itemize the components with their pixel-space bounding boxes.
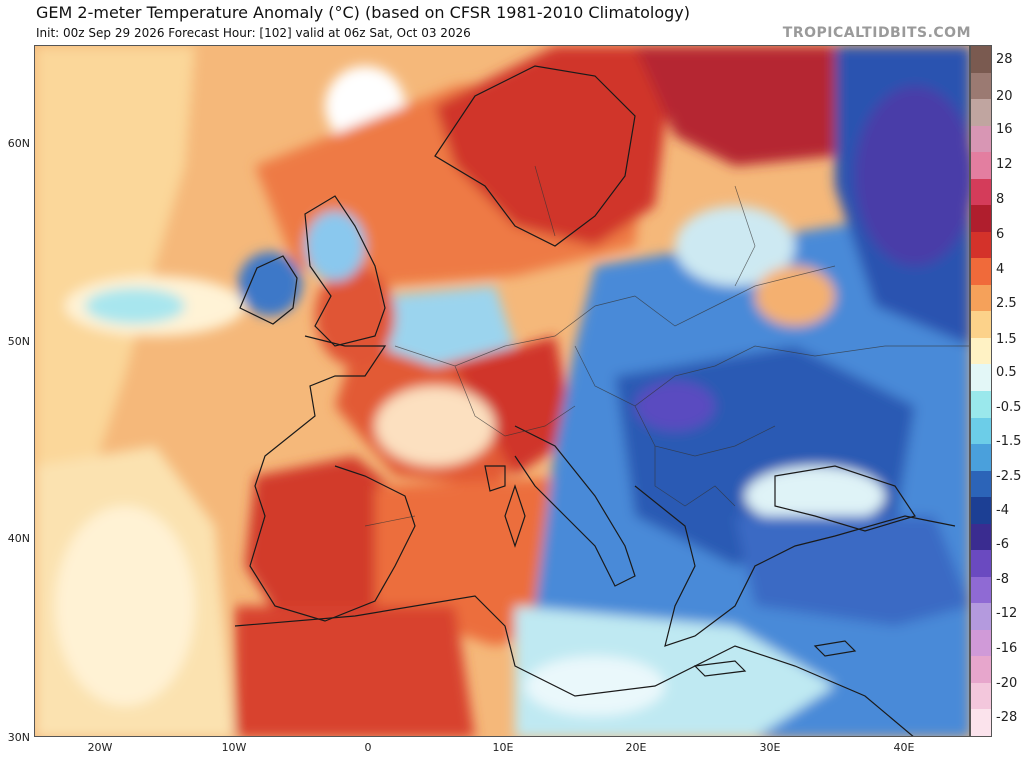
colorbar-label: 2.5 — [996, 296, 1017, 311]
colorbar-segment — [971, 125, 991, 153]
page-title: GEM 2-meter Temperature Anomaly (°C) (ba… — [36, 3, 691, 22]
colorbar-label: -0.5 — [996, 400, 1022, 415]
colorbar-label: -2.5 — [996, 469, 1022, 484]
colorbar-label: 20 — [996, 89, 1013, 104]
map-panel — [34, 45, 970, 737]
colorbar-label: 12 — [996, 157, 1013, 172]
colorbar-segment — [971, 337, 991, 365]
brand-watermark: TROPICALTIDBITS.COM — [782, 25, 971, 41]
country-borders — [364, 165, 969, 527]
anomaly-field — [35, 46, 969, 736]
coastlines — [234, 65, 956, 736]
colorbar-label: 8 — [996, 192, 1005, 207]
colorbar-label: -4 — [996, 503, 1009, 518]
colorbar-label: -12 — [996, 606, 1018, 621]
colorbar-segment — [971, 470, 991, 498]
lon-label-10e: 10E — [492, 741, 514, 754]
colorbar-segment — [971, 311, 991, 339]
colorbar-label: -1.5 — [996, 434, 1022, 449]
lat-label-30n: 30N — [7, 731, 30, 744]
colorbar-segment — [971, 417, 991, 445]
colorbar-label: 6 — [996, 227, 1005, 242]
colorbar-label: 4 — [996, 262, 1005, 277]
colorbar-label: -6 — [996, 537, 1009, 552]
colorbar-segment — [971, 497, 991, 525]
anomaly-map — [35, 46, 969, 736]
colorbar-segment — [971, 46, 991, 74]
lon-label-20e: 20E — [625, 741, 647, 754]
colorbar-segment — [971, 99, 991, 127]
colorbar-label: -28 — [996, 710, 1018, 725]
colorbar-label: 16 — [996, 122, 1013, 137]
colorbar-segment — [971, 205, 991, 233]
colorbar-segment — [971, 629, 991, 657]
colorbar-segment — [971, 391, 991, 419]
lat-label-40n: 40N — [7, 532, 30, 545]
colorbar-segment — [971, 656, 991, 684]
colorbar-segment — [971, 284, 991, 312]
lon-label-0: 0 — [364, 741, 372, 754]
lon-label-10w: 10W — [221, 741, 247, 754]
colorbar-segment — [971, 550, 991, 578]
lat-label-50n: 50N — [7, 335, 30, 348]
colorbar-label: 1.5 — [996, 332, 1017, 347]
colorbar-segment — [971, 364, 991, 392]
colorbar-segment — [971, 72, 991, 100]
colorbar-segment — [971, 178, 991, 206]
lat-label-60n: 60N — [7, 137, 30, 150]
colorbar — [970, 45, 992, 737]
colorbar-label: -20 — [996, 676, 1018, 691]
lon-label-30e: 30E — [759, 741, 781, 754]
colorbar-label: -8 — [996, 572, 1009, 587]
colorbar-segment — [971, 152, 991, 180]
colorbar-segment — [971, 682, 991, 710]
colorbar-label: 28 — [996, 52, 1013, 67]
lon-label-40e: 40E — [893, 741, 915, 754]
colorbar-segment — [971, 231, 991, 259]
colorbar-segment — [971, 709, 991, 737]
colorbar-segment — [971, 523, 991, 551]
colorbar-label: -16 — [996, 641, 1018, 656]
colorbar-label: 0.5 — [996, 365, 1017, 380]
colorbar-segment — [971, 576, 991, 604]
lon-label-20w: 20W — [87, 741, 113, 754]
colorbar-segment — [971, 258, 991, 286]
colorbar-segment — [971, 603, 991, 631]
forecast-info: Init: 00z Sep 29 2026 Forecast Hour: [10… — [36, 26, 471, 40]
colorbar-segment — [971, 444, 991, 472]
